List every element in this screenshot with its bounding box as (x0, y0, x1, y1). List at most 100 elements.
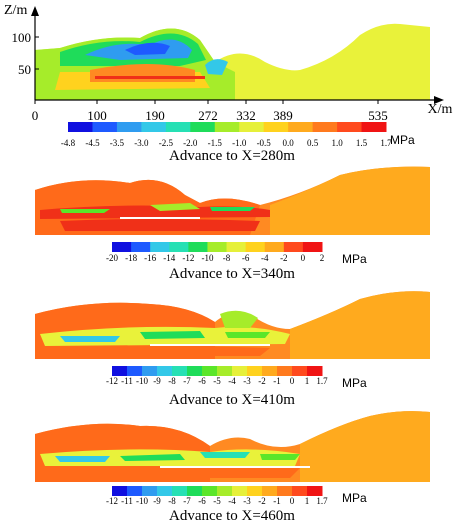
goaf-line (160, 466, 310, 468)
colorbar-1-cell (337, 122, 363, 132)
svg4-colorbar-cell (262, 486, 278, 496)
zone-deep-blue (125, 42, 170, 55)
y-axis-arrow (31, 6, 39, 16)
svg2-colorbar-tick-label: -2 (280, 253, 288, 263)
colorbar-1-tick-label: -4.8 (61, 138, 76, 148)
x-tick-label: 190 (145, 108, 165, 123)
svg4-colorbar-cell (172, 486, 188, 496)
svg3-colorbar-tick-label: -1 (273, 376, 281, 386)
svg3-colorbar-cell (112, 366, 128, 376)
colorbar-1-cell (312, 122, 338, 132)
svg2-colorbar-tick-label: 2 (320, 253, 325, 263)
zone-4 (225, 332, 270, 338)
colorbar-1-cell (165, 122, 191, 132)
colorbar-1-cell (263, 122, 289, 132)
svg3-colorbar-tick-label: -6 (198, 376, 206, 386)
svg3-colorbar-tick-label: 0 (290, 376, 295, 386)
svg4-colorbar-cell (307, 486, 323, 496)
y-axis-label: Z/m (4, 3, 27, 18)
svg4-colorbar-cell (217, 486, 233, 496)
svg2-colorbar-cell (226, 242, 247, 252)
zone-3 (200, 452, 250, 458)
svg3-colorbar-cell (172, 366, 188, 376)
svg4-colorbar-tick-label: -5 (213, 496, 221, 506)
svg4-colorbar-tick-label: -2 (258, 496, 266, 506)
x-tick-label: 272 (198, 108, 218, 123)
panel-advance-340: -20 -18 -16 -14 -12 -10 -8 -6 -4 -2 0 2 (0, 165, 464, 265)
svg3-colorbar-cell (127, 366, 143, 376)
svg2-colorbar-cell (283, 242, 304, 252)
svg4-colorbar-tick-label: -3 (243, 496, 251, 506)
svg2-colorbar-cell (150, 242, 170, 252)
colorbar-1-tick-label: 1.7 (380, 138, 392, 148)
colorbar-1-tick-label: -1.5 (208, 138, 223, 148)
svg4-colorbar-cell (112, 486, 128, 496)
panel-advance-280: Z/m X/m 50 100 0 100 190 272 332 389 535 -4.8 -4.5 -3… (0, 0, 464, 160)
svg4-colorbar-tick-label: -4 (228, 496, 236, 506)
colorbar-unit-2: MPa (342, 252, 367, 266)
svg4-colorbar-tick-label: 0 (290, 496, 295, 506)
svg4-colorbar-tick-label: 1.7 (316, 496, 328, 506)
colorbar-1-cell (92, 122, 118, 132)
zone-right-orange (270, 166, 430, 235)
x-axis-arrow (434, 96, 444, 104)
colorbar-1-tick-label: -3.0 (134, 138, 149, 148)
colorbar-1-tick-label: -3.5 (110, 138, 125, 148)
x-tick-label: 389 (273, 108, 293, 123)
svg3-colorbar-cell (157, 366, 173, 376)
chart-advance-340: -20 -18 -16 -14 -12 -10 -8 -6 -4 -2 0 2 (35, 166, 430, 263)
zone-2 (60, 336, 120, 342)
colorbar-1-cell (141, 122, 167, 132)
colorbar-1-cell (214, 122, 240, 132)
svg3-colorbar-cell (187, 366, 203, 376)
colorbar-1-tick-label: 0.5 (307, 138, 319, 148)
svg3-colorbar-cell (307, 366, 323, 376)
colorbar-1-cell (116, 122, 142, 132)
svg4-colorbar-tick-label: -6 (198, 496, 206, 506)
svg2-colorbar-tick-label: -12 (182, 253, 194, 263)
svg2-colorbar-tick-label: -18 (125, 253, 137, 263)
panel-advance-460: -12 -11 -10 -9 -8 -7 -6 -5 -4 -3 -2 -1 0 1 1.7 (0, 404, 464, 514)
zone-1 (55, 456, 110, 462)
zone-1 (220, 310, 258, 328)
zone-2 (120, 454, 185, 461)
chart-advance-280: Z/m X/m 50 100 0 100 190 272 332 389 535 -4.8 -4.5 -3… (4, 3, 453, 148)
svg3-colorbar-cell (232, 366, 248, 376)
svg3-colorbar-tick-label: -12 (106, 376, 118, 386)
colorbar-1-cell (288, 122, 314, 132)
colorbar-unit-4: MPa (342, 491, 367, 505)
zone-3 (210, 207, 255, 211)
svg2-colorbar-cell (245, 242, 266, 252)
svg2-colorbar-tick-label: 0 (301, 253, 306, 263)
colorbar-1-tick-label: 0.0 (283, 138, 295, 148)
svg4-colorbar-cell (142, 486, 158, 496)
x-axis-label: X/m (428, 102, 453, 117)
svg2-colorbar-tick-label: -8 (223, 253, 231, 263)
caption-advance-280: Advance to X=280m (169, 148, 295, 164)
svg2-colorbar-cell (302, 242, 323, 252)
colorbar-1-cell (190, 122, 216, 132)
svg3-colorbar-tick-label: 1.7 (316, 376, 328, 386)
y-tick-label: 100 (12, 30, 32, 45)
svg4-colorbar-cell (202, 486, 218, 496)
svg3-colorbar-cell (142, 366, 158, 376)
svg2-colorbar-cell (169, 242, 189, 252)
svg3-colorbar-cell (277, 366, 293, 376)
svg3-colorbar-cell (262, 366, 278, 376)
panel-advance-410: -12 -11 -10 -9 -8 -7 -6 -5 -4 -3 -2 -1 0 1 1.7 (0, 284, 464, 394)
zone-5 (70, 466, 300, 478)
svg3-colorbar-tick-label: -5 (213, 376, 221, 386)
x-tick-label: 100 (87, 108, 107, 123)
svg4-colorbar-tick-label: -10 (136, 496, 148, 506)
svg3-colorbar-tick-label: -7 (183, 376, 191, 386)
svg3-colorbar-tick-label: -9 (153, 376, 161, 386)
svg3-colorbar-tick-label: -3 (243, 376, 251, 386)
svg4-colorbar-tick-label: -9 (153, 496, 161, 506)
colorbar-1-tick-label: -4.5 (85, 138, 100, 148)
svg4-colorbar-tick-label: -7 (183, 496, 191, 506)
svg3-colorbar-tick-label: -4 (228, 376, 236, 386)
svg4-colorbar-tick-label: -8 (168, 496, 176, 506)
svg4-colorbar-tick-label: -11 (121, 496, 133, 506)
colorbar-unit-1: MPa (390, 133, 415, 147)
x-tick-label: 0 (32, 108, 39, 123)
